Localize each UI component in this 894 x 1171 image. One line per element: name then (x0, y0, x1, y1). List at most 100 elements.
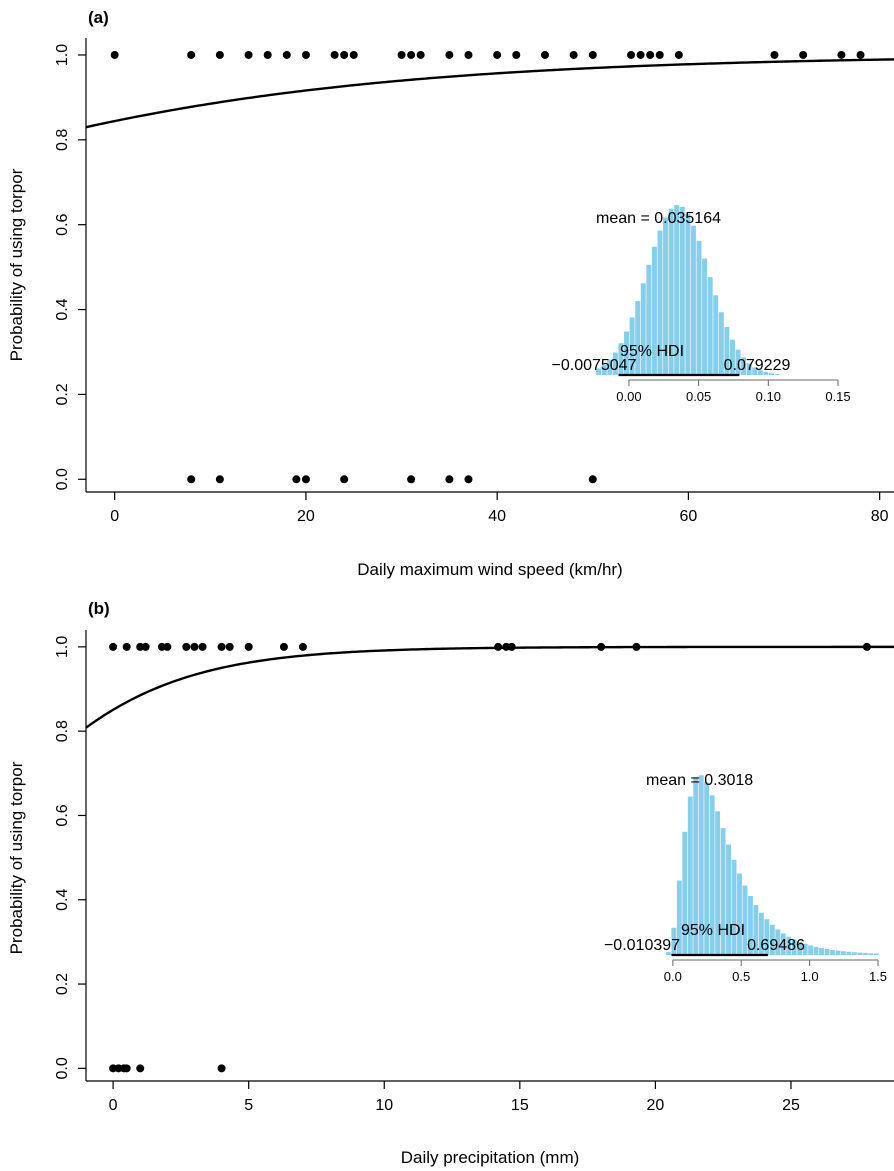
data-point (416, 50, 425, 59)
data-point (512, 50, 521, 59)
x-tick-label: 20 (297, 508, 315, 525)
panel-b-y-axis-title: Probability of using torpor (7, 761, 26, 954)
data-point (588, 475, 597, 484)
inset-x-tick-label: 0.00 (616, 389, 641, 404)
histogram-bar (646, 264, 652, 375)
data-point (279, 642, 288, 651)
data-point (799, 50, 808, 59)
x-tick-label: 80 (871, 508, 889, 525)
histogram-bar (640, 283, 646, 375)
panel-b-fit-curve (85, 645, 894, 729)
data-point (330, 50, 339, 59)
histogram-bar (742, 885, 748, 955)
data-point (540, 50, 549, 59)
histogram-bar (707, 277, 713, 375)
data-point (163, 642, 172, 651)
panel-a-inset-axis: 0.00 0.05 0.10 0.15 (616, 379, 851, 404)
data-point (301, 475, 310, 484)
y-tick-label: 1.0 (54, 636, 71, 658)
histogram-bar (668, 208, 674, 375)
histogram-bar (764, 919, 770, 955)
histogram-bar (824, 949, 830, 955)
data-point (340, 50, 349, 59)
panel-b-points (109, 642, 871, 1073)
histogram-bar (629, 317, 635, 375)
panel-b-inset-mean-label: mean = 0.3018 (646, 772, 753, 789)
panel-a-y-axis-title: Probability of using torpor (7, 168, 26, 361)
x-tick-label: 25 (782, 1097, 800, 1114)
histogram-bar (753, 905, 759, 955)
panel-b-posterior-inset: 0.0 0.5 1.0 1.5 mean = 0.3018 95% HDI −0.01… (604, 772, 887, 984)
histogram-bar (657, 230, 663, 375)
histogram-bar (775, 929, 781, 955)
data-point (445, 50, 454, 59)
data-point (349, 50, 358, 59)
panel-a-x-axis-title: Daily maximum wind speed (km/hr) (357, 560, 622, 579)
data-point (856, 50, 865, 59)
histogram-bar (873, 953, 879, 955)
histogram-bar (808, 945, 814, 955)
panel-b-precipitation: (b) Daily precipitation (mm) Probability… (7, 599, 894, 1167)
x-tick-label: 60 (680, 508, 698, 525)
histogram-bar (690, 225, 696, 375)
data-point (397, 50, 406, 59)
histogram-bar (671, 927, 677, 955)
data-point (507, 642, 516, 651)
histogram-bar (830, 949, 835, 955)
data-point (298, 642, 307, 651)
data-point (569, 50, 578, 59)
data-point (110, 50, 119, 59)
histogram-bar (868, 953, 874, 955)
x-tick-label: 0 (109, 1097, 118, 1114)
panel-a-inset-mean-label: mean = 0.035164 (596, 210, 721, 227)
data-point (225, 642, 234, 651)
y-tick-label: 0.2 (54, 973, 71, 995)
y-tick-label: 0.0 (54, 468, 71, 490)
panel-a-fit-curve (85, 58, 894, 129)
data-point (263, 50, 272, 59)
data-point (215, 475, 224, 484)
data-point (182, 642, 191, 651)
data-point (190, 642, 199, 651)
x-tick-label: 5 (244, 1097, 253, 1114)
data-point (292, 475, 301, 484)
histogram-bar (731, 859, 737, 955)
inset-x-tick-label: 1.0 (801, 969, 819, 984)
panel-a-inset-hdi-label: 95% HDI (620, 343, 684, 360)
data-point (597, 642, 606, 651)
histogram-bar (698, 775, 704, 955)
y-tick-label: 0.8 (54, 129, 71, 151)
y-tick-label: 1.0 (54, 44, 71, 66)
y-tick-label: 0.4 (54, 298, 71, 320)
inset-x-tick-label: 0.5 (732, 969, 750, 984)
data-point (109, 642, 118, 651)
data-point (588, 50, 597, 59)
histogram-bar (752, 367, 758, 375)
y-tick-label: 0.6 (54, 804, 71, 826)
histogram-bar (713, 295, 719, 375)
data-point (122, 1064, 131, 1073)
panel-b-inset-histogram (665, 775, 879, 957)
histogram-bar (674, 205, 680, 375)
inset-x-tick-label: 0.0 (664, 969, 682, 984)
histogram-bar (663, 217, 669, 375)
histogram-bar (737, 873, 742, 955)
panel-b-inset-hdi-label: 95% HDI (681, 922, 745, 939)
histogram-bar (769, 373, 774, 375)
y-tick-label: 0.6 (54, 213, 71, 235)
histogram-bar (763, 372, 769, 375)
data-point (244, 50, 253, 59)
y-tick-label: 0.4 (54, 889, 71, 911)
histogram-bar (607, 359, 613, 375)
histogram-bar (857, 952, 863, 955)
histogram-bar (702, 258, 708, 375)
histogram-bar (679, 206, 685, 375)
histogram-bar (758, 912, 764, 955)
data-point (494, 642, 503, 651)
histogram-bar (693, 778, 699, 955)
histogram-bar (704, 782, 710, 955)
histogram-bar (741, 357, 747, 375)
data-point (464, 50, 473, 59)
x-tick-label: 40 (488, 508, 506, 525)
panel-a-label: (a) (88, 8, 109, 27)
